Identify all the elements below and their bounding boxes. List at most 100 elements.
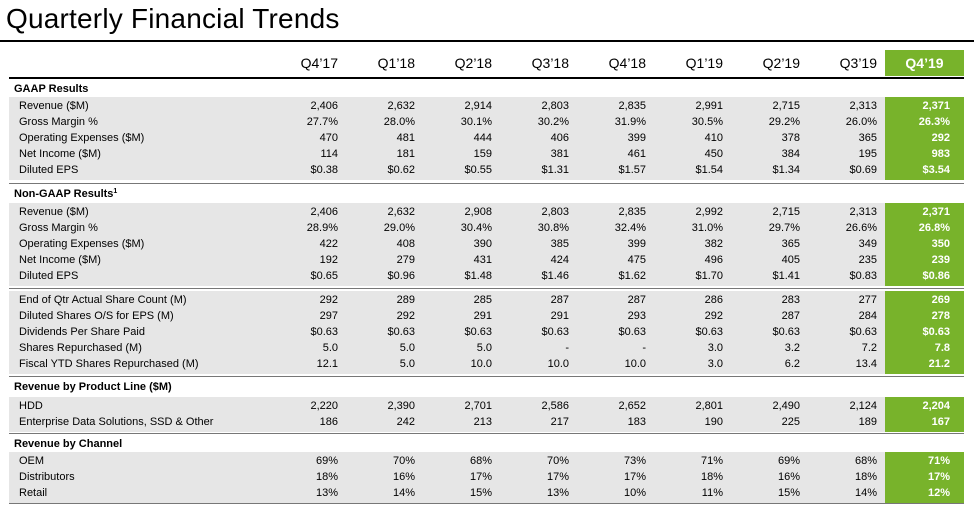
table-cell: 406 [550,132,569,144]
table-cell: $0.69 [849,164,877,176]
table-cell: 17% [623,471,646,483]
table-cell: 18% [315,471,338,483]
table-cell: $0.63 [618,326,646,338]
section-title-text: Revenue by Product Line ($M) [14,381,172,393]
footnote-marker: 1 [113,188,118,195]
table-cell: 17% [469,471,492,483]
table-row: Distributors 18% 16% 17% 17% 17% 18% 16% 18% 17% [0,469,974,485]
table-cell: 287 [627,294,646,306]
table-cell: 71% [927,455,950,467]
row-label: Operating Expenses ($M) [19,238,145,250]
table-cell: 213 [473,416,492,428]
section-divider [9,433,964,434]
table-cell: 385 [550,238,569,250]
table-cell: 983 [931,148,950,160]
table-cell: 378 [781,132,800,144]
table-cell: $0.63 [387,326,415,338]
table-cell: 475 [627,254,646,266]
table-cell: 2,313 [849,206,877,218]
table-cell: 2,835 [618,100,646,112]
table-cell: 2,803 [541,100,569,112]
table-cell: $0.63 [695,326,723,338]
table-cell: 71% [700,455,723,467]
table-cell: 181 [396,148,415,160]
table-cell: 365 [858,132,877,144]
table-cell: 450 [704,148,723,160]
table-cell: 73% [623,455,646,467]
table-cell: 159 [473,148,492,160]
table-cell: 2,406 [310,206,338,218]
table-cell: 7.8 [934,342,950,354]
table-cell: 70% [546,455,569,467]
table-cell: 18% [700,471,723,483]
table-row: Operating Expenses ($M) 470 481 444 406 399 41… [0,130,974,146]
table-cell: 69% [777,455,800,467]
table-cell: 292 [931,132,950,144]
table-cell: $1.57 [618,164,646,176]
table-cell: $0.65 [310,270,338,282]
section-title: Non-GAAP Results1 [14,187,117,201]
table-row: OEM 69% 70% 68% 70% 73% 71% 69% 68% 71% [0,453,974,469]
table-cell: 422 [319,238,338,250]
table-cell: 2,701 [464,400,492,412]
row-label: Net Income ($M) [19,254,101,266]
table-cell: 293 [627,310,646,322]
table-cell: 470 [319,132,338,144]
row-label: Revenue ($M) [19,100,89,112]
table-cell: 2,908 [464,206,492,218]
highlight-column-band [885,397,964,432]
table-cell: 292 [704,310,723,322]
table-cell: 3.0 [707,342,723,354]
table-cell: 381 [550,148,569,160]
table-cell: $0.38 [310,164,338,176]
table-cell: 195 [858,148,877,160]
table-cell: 278 [931,310,950,322]
table-cell: $1.31 [541,164,569,176]
row-label: Gross Margin % [19,222,98,234]
section-divider [9,183,964,184]
table-cell: 5.0 [322,342,338,354]
table-cell: 444 [473,132,492,144]
column-header: Q4’17 [300,55,338,71]
table-cell: - [565,342,569,354]
table-cell: $0.63 [464,326,492,338]
highlight-column-band [885,97,964,180]
table-cell: $1.48 [464,270,492,282]
column-header: Q4’19 [885,50,964,76]
table-cell: 16% [777,471,800,483]
table-cell: 13.4 [855,358,877,370]
table-cell: 461 [627,148,646,160]
column-header: Q2’18 [454,55,492,71]
table-cell: 26.3% [918,116,950,128]
row-label: Revenue ($M) [19,206,89,218]
table-cell: 399 [627,238,646,250]
table-cell: 2,313 [849,100,877,112]
section-title: Revenue by Product Line ($M) [14,380,172,394]
row-label: Fiscal YTD Shares Repurchased (M) [19,358,199,370]
table-cell: 28.0% [383,116,415,128]
table-row: Diluted EPS $0.38 $0.62 $0.55 $1.31 $1.57 $1.5… [0,162,974,178]
table-cell: 235 [858,254,877,266]
highlight-column-band [885,291,964,374]
table-cell: $0.86 [922,270,950,282]
table-cell: 2,586 [541,400,569,412]
table-cell: 16% [392,471,415,483]
table-row: HDD 2,220 2,390 2,701 2,586 2,652 2,801 2,490 2,… [0,398,974,414]
row-label: Operating Expenses ($M) [19,132,145,144]
table-cell: 14% [854,487,877,499]
table-cell: - [642,342,646,354]
table-row: Shares Repurchased (M) 5.0 5.0 5.0 - - 3.0 3.2 7… [0,340,974,356]
table-cell: 3.2 [784,342,800,354]
table-cell: 279 [396,254,415,266]
table-cell: 15% [469,487,492,499]
table-cell: 287 [781,310,800,322]
table-cell: 2,632 [387,100,415,112]
table-cell: 2,715 [772,100,800,112]
table-cell: 286 [704,294,723,306]
table-cell: 17% [546,471,569,483]
table-cell: 29.7% [768,222,800,234]
table-row: Fiscal YTD Shares Repurchased (M) 12.1 5.0… [0,356,974,372]
table-cell: 2,835 [618,206,646,218]
section-title-text: GAAP Results [14,83,89,95]
row-label: Net Income ($M) [19,148,101,160]
